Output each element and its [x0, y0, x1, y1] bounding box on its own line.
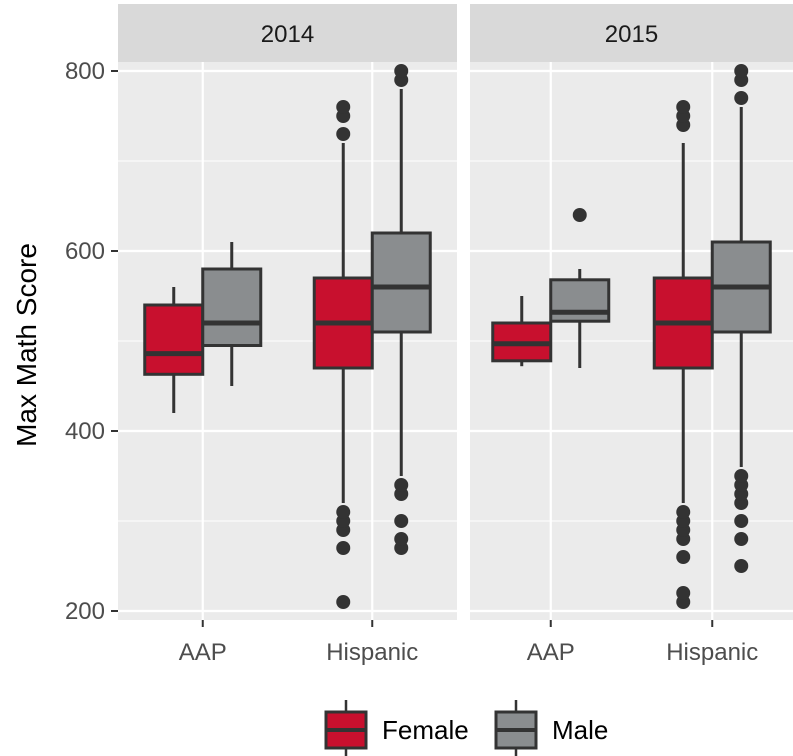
x-tick-label: Hispanic [666, 639, 758, 666]
boxplot-female-hispanic-2014 [312, 100, 374, 609]
outlier-point [336, 127, 351, 141]
outlier-point [734, 559, 749, 573]
outlier-point [394, 64, 409, 78]
outlier-point [734, 514, 749, 528]
boxplot-male-aap-2014 [201, 242, 263, 386]
outlier-point [676, 100, 691, 114]
legend-label: Female [382, 715, 469, 745]
outlier-point [572, 208, 587, 222]
x-tick-label: AAP [527, 639, 575, 666]
outlier-point [676, 505, 691, 519]
boxplot-male-aap-2015 [549, 208, 611, 368]
outlier-point [734, 64, 749, 78]
facet-strip-label: 2015 [605, 21, 658, 48]
facet-panel-2015: 2015 AAP Hispanic [470, 4, 793, 666]
y-axis: 200 400 600 800 [65, 58, 118, 625]
box [201, 267, 263, 347]
outlier-point [394, 514, 409, 528]
boxplot-female-aap-2015 [491, 296, 553, 367]
boxplot-male-hispanic-2014 [370, 64, 432, 555]
boxplot-female-hispanic-2015 [652, 100, 714, 609]
outlier-point [336, 100, 351, 114]
outlier-point [734, 532, 749, 546]
boxplot-male-hispanic-2015 [710, 64, 772, 573]
box [143, 303, 205, 376]
outlier-point [336, 541, 351, 555]
outlier-point [734, 469, 749, 483]
outlier-point [394, 532, 409, 546]
outlier-point [394, 478, 409, 492]
y-tick-label: 200 [65, 598, 105, 625]
outlier-point [676, 550, 691, 564]
legend-label: Male [552, 715, 608, 745]
outlier-point [734, 91, 749, 105]
y-tick-label: 800 [65, 58, 105, 85]
facet-panel-2014: 2014 AAP Hispanic [118, 4, 457, 666]
facets: 2014 AAP Hispanic 2015 AAP Hispanic 200 400 600 8… [65, 4, 793, 666]
x-tick-label: AAP [179, 639, 227, 666]
boxplot-female-aap-2014 [143, 287, 205, 413]
box [549, 278, 611, 323]
facet-strip-label: 2014 [261, 21, 314, 48]
outlier-point [676, 586, 691, 600]
outlier-point [336, 595, 351, 609]
legend: Female Male [324, 700, 608, 756]
legend-entry-female: Female [324, 700, 469, 756]
facet-strip [118, 4, 457, 62]
y-axis-title: Max Math Score [11, 243, 42, 447]
y-tick-label: 400 [65, 418, 105, 445]
legend-entry-male: Male [494, 700, 608, 756]
outlier-point [336, 505, 351, 519]
y-tick-label: 600 [65, 238, 105, 265]
box [370, 231, 432, 334]
x-tick-label: Hispanic [326, 639, 418, 666]
facet-strip [470, 4, 793, 62]
